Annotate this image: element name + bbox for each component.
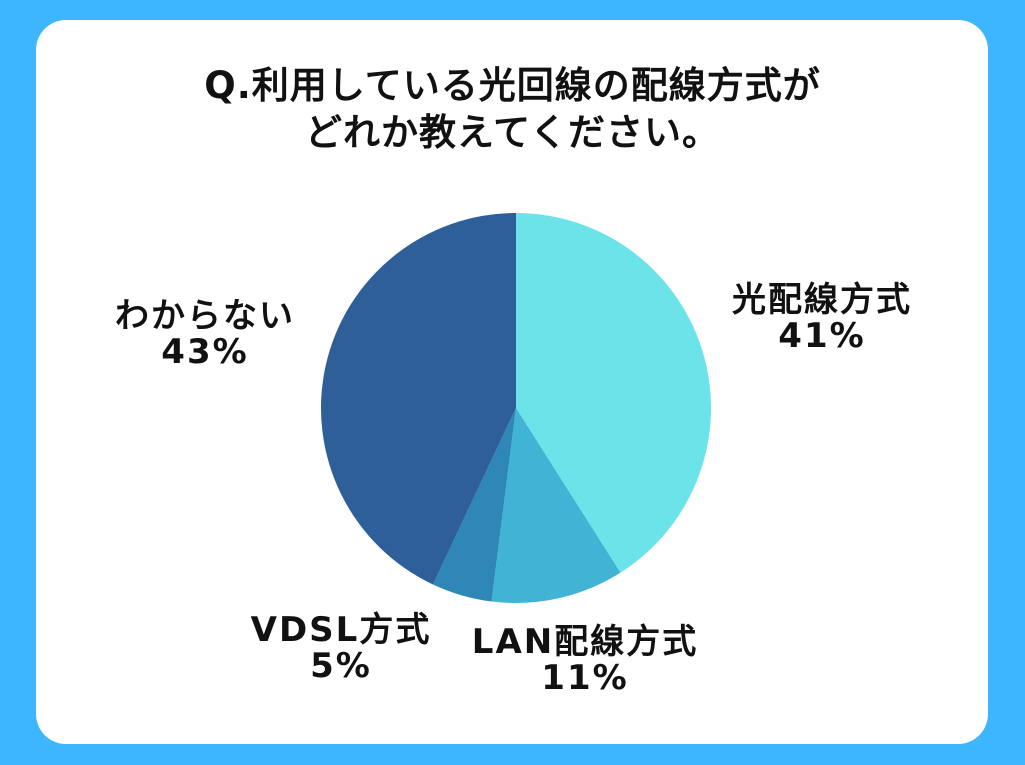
slice-label-vdsl-value: 5%	[310, 646, 372, 686]
slice-label-vdsl-name: VDSL方式	[250, 610, 432, 650]
slice-label-lan-value: 11%	[541, 658, 629, 698]
slice-label-hikari: 光配線方式 41%	[722, 282, 922, 354]
pie-slice-unknown	[320, 213, 516, 585]
slice-label-unknown: わからない 43%	[100, 298, 310, 370]
pie-slice-vdsl	[432, 408, 516, 602]
slice-label-lan-name: LAN配線方式	[471, 622, 699, 662]
chart-title-line-2: どれか教えてください。	[304, 111, 721, 154]
slice-label-unknown-name: わからない	[115, 296, 295, 336]
pie-slice-hikari	[516, 213, 711, 573]
slice-label-vdsl: VDSL方式 5%	[236, 612, 446, 684]
slice-label-lan: LAN配線方式 11%	[460, 624, 710, 696]
slice-label-hikari-name: 光配線方式	[732, 280, 912, 320]
slice-label-unknown-value: 43%	[161, 332, 249, 372]
slice-label-hikari-value: 41%	[778, 316, 866, 356]
chart-title-line-1: Q.利用している光回線の配線方式が	[204, 64, 821, 107]
chart-title: Q.利用している光回線の配線方式が どれか教えてください。	[0, 62, 1025, 156]
pie-slice-lan	[491, 408, 621, 603]
